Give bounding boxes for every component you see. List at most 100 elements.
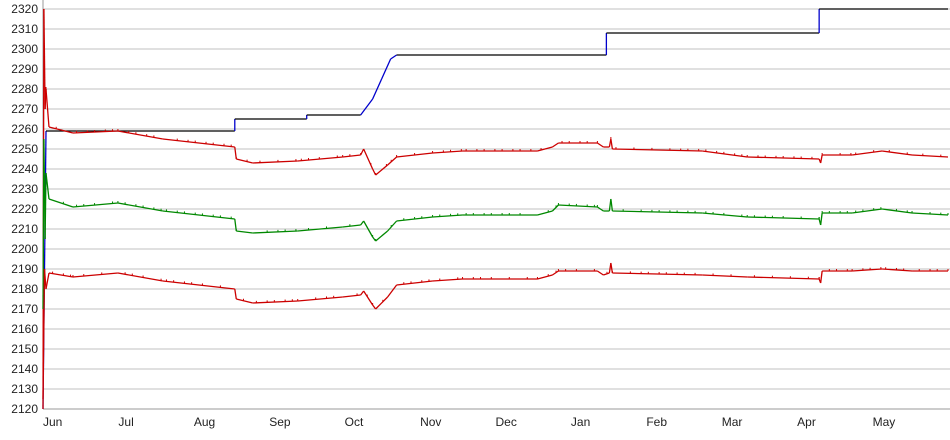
series-1-segment	[432, 150, 463, 154]
y-tick-label: 2280	[11, 82, 38, 96]
y-tick-label: 2250	[11, 142, 38, 156]
y-tick-label: 2180	[11, 282, 38, 296]
series-1-segment	[537, 146, 553, 152]
series-3-segment	[360, 290, 365, 296]
y-tick-label: 2130	[11, 382, 38, 396]
x-tick-label: Oct	[345, 415, 364, 429]
series-3-segment	[42, 268, 46, 400]
series-3-segment	[852, 268, 883, 272]
series-2-segment	[72, 202, 118, 208]
series-1-segment	[387, 156, 398, 166]
series-2-segment	[45, 172, 50, 200]
series-1-segment	[162, 138, 235, 148]
series-2-segment	[597, 206, 604, 212]
y-tick-label: 2310	[11, 22, 38, 36]
series-2-segment	[363, 220, 374, 238]
series-2-segment	[162, 210, 235, 220]
x-tick-label: May	[873, 415, 896, 429]
series-3-segment	[702, 274, 748, 278]
x-tick-label: Mar	[722, 415, 743, 429]
y-tick-label: 2220	[11, 202, 38, 216]
series-3-segment	[45, 272, 50, 290]
y-tick-label: 2290	[11, 62, 38, 76]
x-tick-label: Sep	[269, 415, 291, 429]
series-2-segment	[551, 204, 559, 212]
series-3-segment	[882, 268, 913, 272]
series-1-segment	[342, 154, 361, 158]
series-1-segment	[610, 138, 614, 150]
series-1-segment	[48, 126, 74, 134]
series-1-segment	[912, 154, 949, 158]
y-tick-label: 2260	[11, 122, 38, 136]
x-tick-label: Jun	[43, 415, 62, 429]
series-0-segment	[390, 54, 397, 60]
series-2-segment	[387, 220, 398, 232]
x-tick-label: Nov	[420, 415, 441, 429]
series-3-segment	[612, 272, 703, 276]
series-3-segment	[117, 272, 163, 282]
series-1-segment	[820, 154, 823, 164]
series-1-segment	[597, 142, 604, 148]
y-tick-label: 2240	[11, 162, 38, 176]
y-tick-label: 2160	[11, 322, 38, 336]
series-3-segment	[372, 304, 377, 310]
series-0-segment	[381, 58, 392, 80]
series-3-segment	[375, 296, 389, 310]
series-3-segment	[342, 294, 361, 298]
x-tick-label: Jan	[571, 415, 590, 429]
series-3-segment	[597, 270, 604, 276]
series-2-segment	[432, 214, 463, 218]
series-1-segment	[702, 150, 748, 158]
y-tick-label: 2170	[11, 302, 38, 316]
series-3-segment	[234, 288, 237, 300]
series-3-segment	[72, 272, 118, 278]
series-3-segment	[43, 268, 47, 290]
series-1-segment	[45, 88, 50, 128]
series-2-segment	[702, 212, 748, 218]
series-1-segment	[612, 148, 703, 152]
series-2-segment	[117, 202, 163, 212]
x-tick-label: Aug	[194, 415, 215, 429]
series-2-segment	[236, 230, 253, 234]
series-0-segment	[372, 78, 383, 100]
y-tick-label: 2210	[11, 222, 38, 236]
series-2-segment	[252, 230, 298, 234]
series-1-segment	[117, 130, 163, 140]
series-2-segment	[852, 208, 883, 214]
series-2-segment	[537, 210, 553, 216]
x-tick-label: Feb	[646, 415, 667, 429]
series-2-segment	[558, 204, 598, 208]
series-3-segment	[747, 276, 820, 280]
series-3-segment	[387, 284, 398, 298]
series-1-segment	[43, 8, 46, 110]
y-tick-label: 2150	[11, 342, 38, 356]
y-tick-label: 2300	[11, 42, 38, 56]
series-3-segment	[252, 300, 298, 304]
y-tick-label: 2230	[11, 182, 38, 196]
series-3-segment	[297, 296, 343, 302]
y-tick-label: 2140	[11, 362, 38, 376]
series-1-segment	[363, 148, 374, 170]
series-2-segment	[297, 226, 343, 232]
series-3-segment	[537, 274, 553, 280]
series-2-segment	[48, 198, 74, 208]
series-2-segment	[342, 224, 361, 228]
series-1-segment	[375, 164, 389, 176]
series-1-segment	[72, 130, 118, 134]
series-0-segment	[360, 98, 374, 116]
series-2-segment	[819, 212, 823, 226]
series-3-segment	[603, 272, 610, 276]
series-2-segment	[612, 210, 703, 214]
series-2-segment	[44, 172, 47, 240]
x-tick-label: Dec	[496, 415, 517, 429]
series-2-segment	[375, 230, 389, 242]
series-1-segment	[236, 158, 253, 164]
series-1-segment	[297, 156, 343, 162]
y-tick-label: 2120	[11, 402, 38, 416]
series-1-segment	[852, 150, 883, 156]
series-2-segment	[360, 220, 365, 226]
x-tick-label: Apr	[797, 415, 816, 429]
series-3-segment	[819, 270, 823, 284]
